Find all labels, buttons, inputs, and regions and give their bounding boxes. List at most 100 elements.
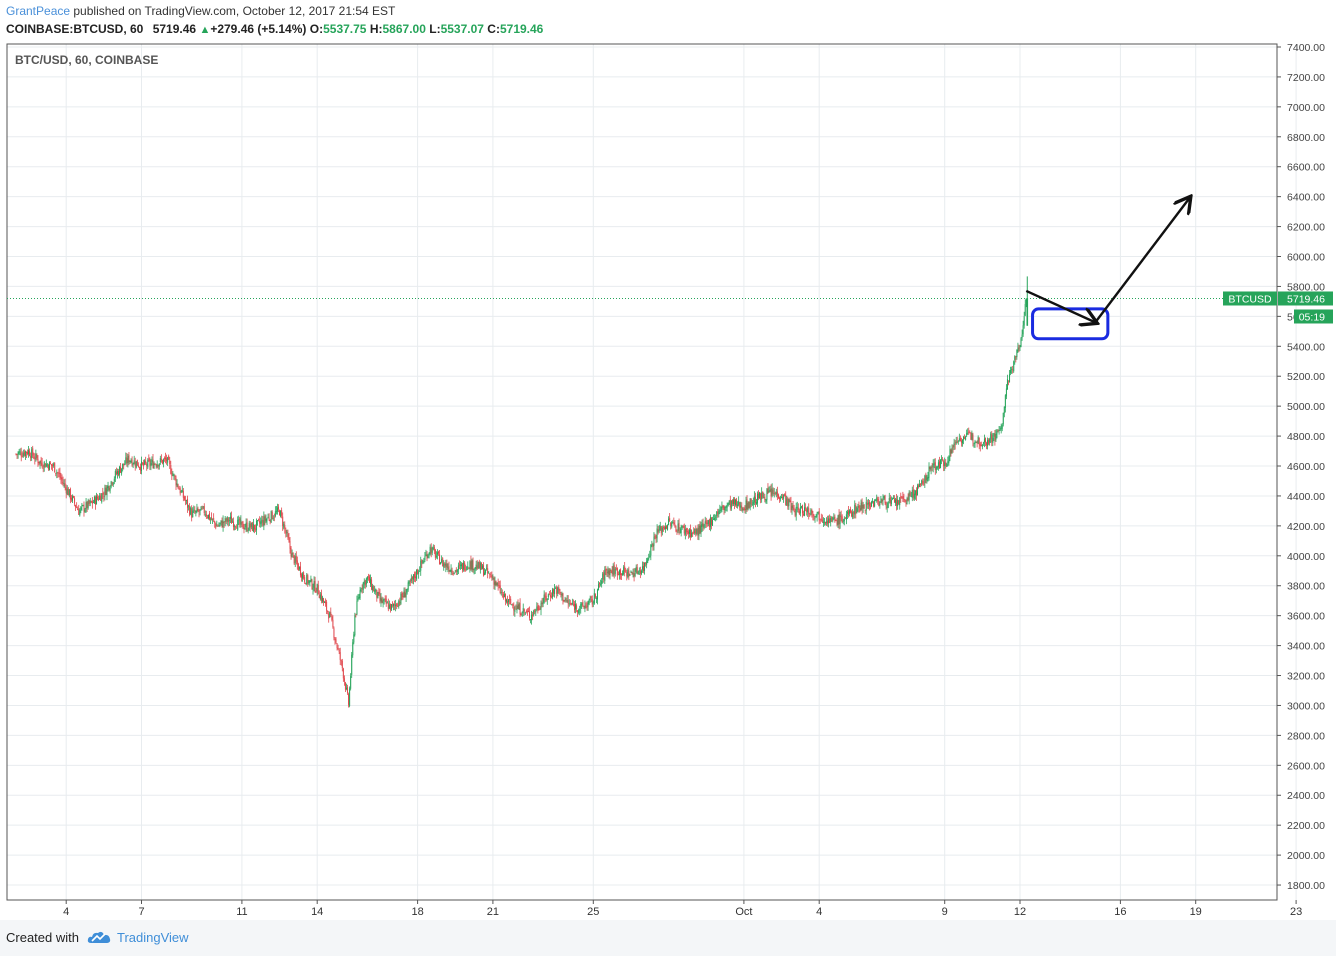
candle-body [58,473,60,475]
candle-body [298,566,300,570]
candle-body [1006,379,1008,390]
candle-body [858,504,860,509]
candle-body [872,501,874,502]
candle-body [961,439,963,444]
candle-body [212,518,214,520]
candle-body [36,454,38,459]
candle-body [699,524,701,533]
candle-body [976,441,978,444]
candle-body [86,501,88,509]
candle-body [32,448,34,456]
candle-body [695,529,697,534]
candle-body [849,510,851,514]
candle-body [952,446,954,448]
candle-body [860,502,862,511]
candle-body [371,579,373,590]
candle-body [979,443,981,447]
candle-body [702,523,704,527]
candle-body [464,562,466,571]
candle-body [647,558,649,563]
candle-body [64,483,66,487]
last-price-value-bg [1278,291,1333,306]
y-tick-label: 7000.00 [1287,102,1325,114]
candle-body [981,444,983,447]
candle-body [810,509,812,515]
y-tick-label: 2800.00 [1287,730,1325,742]
candle-body [631,571,633,574]
candle-body [545,596,547,601]
candle-body [764,496,766,500]
candle-body [544,594,546,598]
candle-body [742,508,744,511]
candle-body [342,668,344,679]
candle-body [959,438,961,442]
candle-body [644,562,646,571]
candle-body [927,477,929,479]
candle-body [622,573,624,576]
candle-body [82,505,84,507]
y-tick-label: 5400.00 [1287,341,1325,353]
candle-body [700,525,702,534]
candle-body [911,490,913,498]
candle-body [270,510,272,523]
candle-body [828,518,830,524]
candle-body [269,520,271,522]
candle-body [973,442,975,444]
author-link[interactable]: GrantPeace [6,4,71,18]
candle-body [790,501,792,511]
y-tick-label: 4800.00 [1287,431,1325,443]
candle-body [904,500,906,502]
candle-body [559,589,561,594]
candle-body [984,437,986,443]
candle-body [999,430,1001,431]
candle-body [62,481,64,484]
candle-body [846,511,848,514]
candle-body [196,508,198,512]
candle-body [977,436,979,444]
candle-body [486,567,488,569]
annotations[interactable] [1025,198,1189,341]
candle-body [862,504,864,509]
candle-body [833,516,835,520]
candle-body [144,460,146,465]
candle-body [252,523,254,532]
candle-body [888,498,890,501]
x-tick-label: 4 [63,906,69,918]
candle-body [1001,425,1003,429]
candle-body [785,495,787,506]
candle-body [278,506,280,510]
price-axis[interactable]: 1800.00 2000.00 2200.00 2400.00 2600.00 2800.… [1276,42,1325,900]
candle-body [46,464,48,466]
candle-body [276,507,278,512]
candle-body [996,430,998,435]
candle-body [220,520,222,523]
candle-body [865,501,867,511]
candle-body [640,570,642,574]
candle-body [129,460,131,462]
candle-body [489,573,491,575]
candle-body [125,457,127,464]
candle-body [807,507,809,513]
price-chart[interactable]: 1800.00 2000.00 2200.00 2400.00 2600.00 2800.… [0,0,1336,920]
candle-body [601,580,603,585]
candle-body [714,518,716,521]
candle-body [683,526,685,534]
candle-body [261,519,263,523]
candle-body [30,456,32,458]
y-tick-label: 3000.00 [1287,700,1325,712]
brand-link[interactable]: TradingView [117,930,189,945]
x-tick-label: 4 [816,906,822,918]
candle-body [675,526,677,532]
time-axis[interactable]: 4 7 11 14 18 21 25 Oct 4 9 12 16 19 23 [63,900,1302,918]
last-price-value: 5719.46 [1287,293,1325,305]
candle-body [248,522,250,531]
candle-body [776,491,778,496]
y-tick-label: 3400.00 [1287,641,1325,653]
candle-body [484,572,486,576]
candle-body [934,462,936,470]
candle-body [217,525,219,527]
candle-body [21,456,23,458]
candle-body [430,547,432,554]
x-tick-label: Oct [735,906,752,918]
candle-body [899,497,901,506]
